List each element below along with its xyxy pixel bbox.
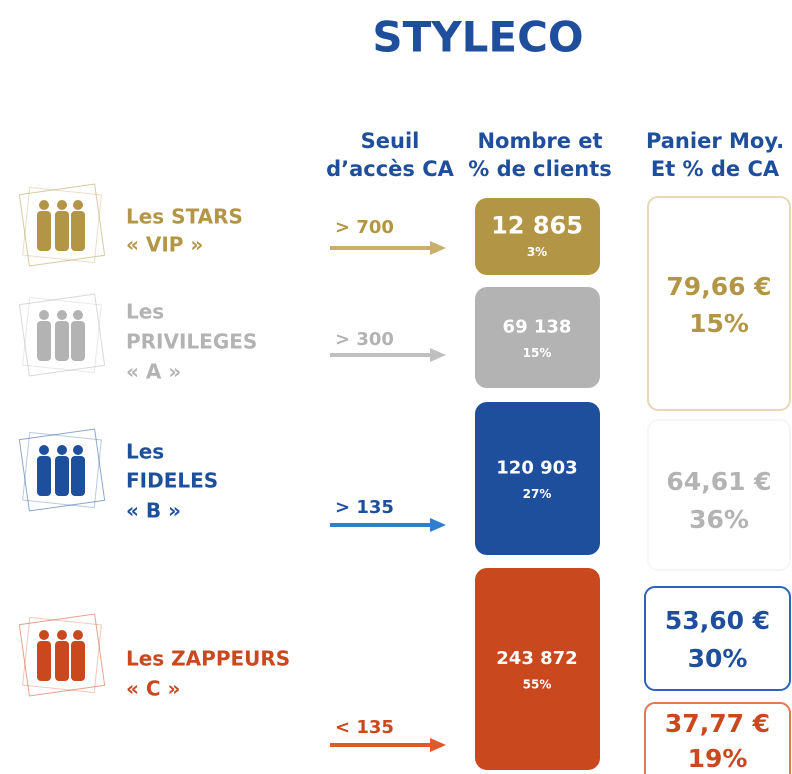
- basket-share: 19%: [688, 744, 748, 773]
- segment-label: « B »: [126, 499, 181, 523]
- icon-body: [37, 456, 51, 496]
- basket-box: [647, 196, 791, 411]
- basket-box: [644, 586, 791, 691]
- icon-body: [71, 321, 85, 361]
- icon-frame: [18, 613, 106, 697]
- column-header: % de clients: [468, 157, 612, 181]
- icon-body: [55, 456, 69, 496]
- arrow-head: [430, 348, 446, 362]
- segment-label: Les ZAPPEURS: [126, 647, 290, 671]
- segment-label: PRIVILEGES: [126, 330, 257, 354]
- client-share: 55%: [523, 678, 552, 692]
- count-box: [475, 568, 600, 770]
- icon-body: [71, 641, 85, 681]
- client-share: 3%: [527, 245, 547, 259]
- icon-head: [39, 200, 49, 210]
- client-count: 12 865: [491, 212, 583, 240]
- client-share: 15%: [523, 346, 552, 360]
- icon-frame: [22, 186, 102, 264]
- client-share: 27%: [523, 487, 552, 501]
- icon-frame: [18, 428, 106, 512]
- count-box: [475, 402, 600, 555]
- basket-amount: 53,60 €: [665, 606, 770, 635]
- threshold: > 700: [335, 217, 394, 238]
- segment-label: « A »: [126, 360, 181, 384]
- segment-label: Les: [126, 440, 164, 464]
- count-box: [475, 287, 600, 388]
- threshold: < 135: [335, 717, 394, 738]
- client-count: 69 138: [503, 317, 572, 338]
- icon-head: [73, 200, 83, 210]
- icon-frame: [18, 183, 106, 267]
- basket-share: 30%: [688, 644, 748, 673]
- column-header: Et % de CA: [651, 157, 780, 181]
- column-header: Panier Moy.: [646, 129, 784, 153]
- icon-body: [37, 641, 51, 681]
- title: STYLECO: [372, 13, 583, 62]
- segment-label: Les STARS: [126, 205, 243, 229]
- basket-amount: 64,61 €: [666, 467, 771, 496]
- threshold: > 300: [335, 329, 394, 350]
- basket-box: [644, 702, 791, 774]
- client-count: 120 903: [496, 458, 577, 479]
- segment-label: « C »: [126, 677, 180, 701]
- segment-icon: [18, 293, 106, 377]
- segment-label: « VIP »: [126, 233, 203, 257]
- client-count: 243 872: [496, 648, 577, 669]
- segment-label: Les: [126, 300, 164, 324]
- column-header: Seuil: [361, 129, 420, 153]
- basket-share: 15%: [689, 309, 749, 338]
- threshold: > 135: [335, 497, 394, 518]
- segment-icon: [18, 428, 106, 512]
- icon-head: [39, 310, 49, 320]
- icon-frame: [22, 431, 102, 509]
- icon-frame: [18, 293, 106, 377]
- arrow-head: [430, 738, 446, 752]
- column-header: d’accès CA: [326, 157, 455, 181]
- icon-frame: [22, 296, 102, 374]
- column-header: Nombre et: [477, 129, 602, 153]
- icon-head: [39, 630, 49, 640]
- icon-head: [57, 310, 67, 320]
- segment-icon: [18, 613, 106, 697]
- count-box: [475, 198, 600, 275]
- icon-body: [71, 456, 85, 496]
- icon-frame: [22, 616, 102, 694]
- icon-head: [57, 200, 67, 210]
- icon-head: [73, 630, 83, 640]
- icon-head: [73, 310, 83, 320]
- icon-head: [57, 445, 67, 455]
- basket-amount: 37,77 €: [665, 709, 770, 738]
- icon-head: [73, 445, 83, 455]
- arrow-head: [430, 241, 446, 255]
- segment-icon: [18, 183, 106, 267]
- icon-head: [39, 445, 49, 455]
- icon-head: [57, 630, 67, 640]
- arrow-head: [430, 518, 446, 532]
- basket-amount: 79,66 €: [666, 272, 771, 301]
- icon-body: [55, 641, 69, 681]
- icon-body: [55, 321, 69, 361]
- basket-share: 36%: [689, 505, 749, 534]
- basket-box: [647, 419, 791, 571]
- icon-body: [55, 211, 69, 251]
- segment-label: FIDELES: [126, 469, 218, 493]
- icon-body: [71, 211, 85, 251]
- icon-body: [37, 321, 51, 361]
- icon-body: [37, 211, 51, 251]
